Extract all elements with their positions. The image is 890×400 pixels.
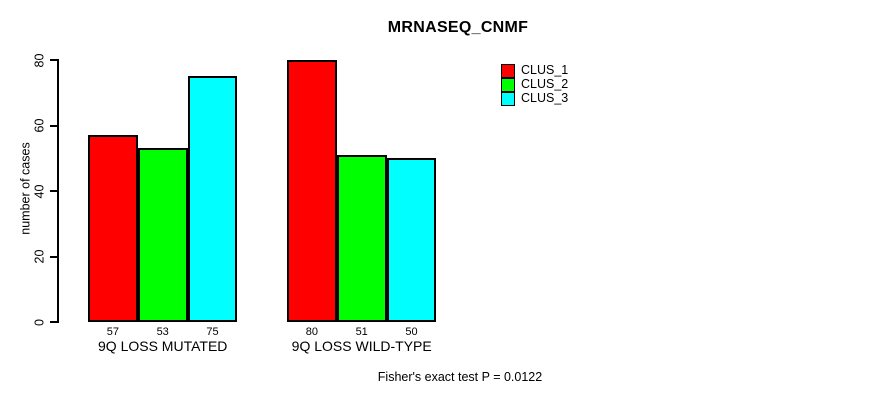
y-axis-tick-label: 20 (32, 249, 47, 264)
bar-clus_3-9q-loss-mutated (187, 76, 238, 322)
category-label: 9Q LOSS WILD-TYPE (291, 338, 432, 354)
legend-item-clus_2: CLUS_2 (501, 77, 569, 92)
bar-clus_1-9q-loss-mutated (88, 135, 138, 322)
chart-title: MRNASEQ_CNMF (387, 19, 529, 36)
bar-clus_3-9q-loss-wild-type (386, 158, 437, 322)
category-label: 9Q LOSS MUTATED (98, 338, 228, 354)
legend-label: CLUS_3 (521, 91, 569, 105)
bar-clus_2-9q-loss-mutated (137, 148, 188, 322)
y-axis-tick (50, 255, 57, 258)
y-axis-line (57, 59, 59, 323)
bar-clus_2-9q-loss-wild-type (336, 154, 387, 322)
fisher-test-annotation: Fisher's exact test P = 0.0122 (377, 370, 543, 384)
legend-label: CLUS_1 (521, 63, 569, 77)
bar-value-label: 50 (405, 326, 418, 338)
y-axis-tick (50, 59, 57, 61)
y-axis-tick-label: 40 (32, 184, 47, 198)
y-axis-tick (50, 321, 57, 323)
legend: CLUS_1 CLUS_2 CLUS_3 (501, 63, 569, 106)
bar-value-label: 53 (156, 326, 169, 338)
legend-swatch (501, 63, 515, 78)
bar-value-label: 57 (106, 326, 120, 338)
bar-value-label: 75 (206, 326, 219, 338)
y-axis-tick (50, 124, 57, 127)
legend-swatch (501, 77, 515, 92)
y-axis-tick-label: 60 (32, 118, 47, 133)
y-axis-tick (50, 190, 57, 192)
bar-value-label: 51 (355, 326, 368, 338)
legend-item-clus_1: CLUS_1 (501, 63, 569, 78)
bar-clus_1-9q-loss-wild-type (287, 60, 337, 322)
legend-item-clus_3: CLUS_3 (501, 91, 569, 106)
bar-value-label: 80 (305, 326, 319, 338)
legend-label: CLUS_2 (521, 77, 569, 91)
y-axis-tick-label: 0 (32, 318, 47, 326)
y-axis-tick-label: 80 (32, 53, 47, 67)
legend-swatch (501, 91, 515, 106)
